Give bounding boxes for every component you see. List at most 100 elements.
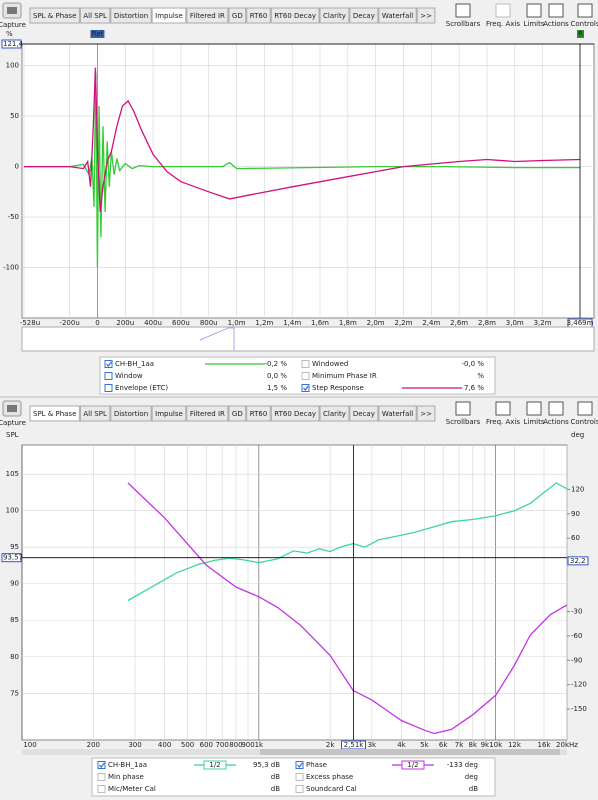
tab[interactable] xyxy=(416,405,436,422)
legend-checkbox[interactable] xyxy=(295,761,304,769)
tool-icon[interactable] xyxy=(548,3,564,18)
legend-checkbox[interactable] xyxy=(301,360,310,368)
scrollbar-thumb[interactable] xyxy=(260,749,560,755)
legend-value: dB xyxy=(271,773,280,781)
tab[interactable] xyxy=(79,7,111,24)
legend-checkbox[interactable] xyxy=(301,372,310,380)
x-tick-label: 8k xyxy=(468,741,477,749)
tab[interactable] xyxy=(228,7,247,24)
plot-area xyxy=(21,444,568,741)
legend-checkbox[interactable] xyxy=(295,785,304,793)
tab[interactable] xyxy=(110,405,152,422)
legend-name: Minimum Phase IR xyxy=(312,372,377,380)
legend-checkbox[interactable] xyxy=(97,785,106,793)
x-tick-label: 3,2m xyxy=(534,319,552,327)
tool-label: Freq. Axis xyxy=(486,20,520,28)
tab[interactable] xyxy=(29,7,80,24)
x-tick-label: 1,6m xyxy=(311,319,329,327)
tool-icon[interactable] xyxy=(455,3,471,18)
legend-checkbox[interactable] xyxy=(104,372,113,380)
legend-smoothing: 1/2 xyxy=(209,761,220,769)
tab[interactable] xyxy=(79,405,111,422)
tab-label: SPL & Phase xyxy=(33,12,76,20)
legend-checkbox[interactable] xyxy=(301,384,310,392)
x-tick-label: 3,0m xyxy=(506,319,524,327)
tab[interactable] xyxy=(349,405,379,422)
x-tick-label: 400u xyxy=(144,319,162,327)
tool-icon[interactable] xyxy=(526,401,542,416)
x-tick-label: 7k xyxy=(455,741,464,749)
tab[interactable] xyxy=(378,405,417,422)
legend-name: Step Response xyxy=(312,384,364,392)
tab[interactable] xyxy=(270,405,320,422)
tab[interactable] xyxy=(186,405,229,422)
tab[interactable] xyxy=(151,405,187,422)
cursor-x-label: 2,51k xyxy=(344,741,365,749)
cursor-x-label: 3,469m xyxy=(567,319,594,327)
tab[interactable] xyxy=(319,7,350,24)
x-tick-label: 5k xyxy=(420,741,429,749)
tab[interactable] xyxy=(246,7,271,24)
tab[interactable] xyxy=(246,405,271,422)
legend-box xyxy=(91,757,496,797)
tab[interactable] xyxy=(228,405,247,422)
tool-icon[interactable] xyxy=(548,401,564,416)
ref-marker-label: Ref xyxy=(92,30,104,38)
tab[interactable] xyxy=(319,405,350,422)
legend-name: CH-BH_1aa xyxy=(115,360,154,368)
tab-label: Distortion xyxy=(114,410,148,418)
tab-label: Waterfall xyxy=(382,12,413,20)
y-tick-label: 80 xyxy=(10,653,19,661)
tool-label: Limits xyxy=(524,20,545,28)
tab[interactable] xyxy=(349,7,379,24)
tab-label: Impulse xyxy=(155,12,183,20)
tab-label: All SPL xyxy=(83,410,107,418)
cursor-y-label: 121,4 xyxy=(3,40,24,48)
y2-tick-label: 60 xyxy=(571,534,580,542)
tool-icon[interactable] xyxy=(577,3,593,18)
x-tick-label: 2,4m xyxy=(422,319,440,327)
tab[interactable] xyxy=(270,7,320,24)
legend-name: Min phase xyxy=(108,773,144,781)
legend-check xyxy=(303,385,309,391)
tool-icon[interactable] xyxy=(577,401,593,416)
legend-checkbox[interactable] xyxy=(104,384,113,392)
tab-label: RT60 Decay xyxy=(274,12,316,20)
tool-icon[interactable] xyxy=(455,401,471,416)
tool-icon[interactable] xyxy=(495,3,511,18)
tool-label: Actions xyxy=(543,20,569,28)
legend-name: Window xyxy=(115,372,143,380)
x-tick-label: 1,8m xyxy=(339,319,357,327)
tab-label: Distortion xyxy=(114,12,148,20)
legend-value: -0,0 % xyxy=(461,360,484,368)
y-tick-label: 50 xyxy=(10,112,19,120)
tab[interactable] xyxy=(416,7,436,24)
y-tick-label: 85 xyxy=(10,616,19,624)
tab[interactable] xyxy=(151,7,187,24)
legend-checkbox[interactable] xyxy=(295,773,304,781)
series-line xyxy=(24,72,580,268)
tab[interactable] xyxy=(378,7,417,24)
x-tick-label: 400 xyxy=(158,741,171,749)
y-tick-label: -100 xyxy=(3,264,19,272)
cursor-marker-label: R xyxy=(578,30,583,38)
legend-check xyxy=(99,762,105,768)
tool-icon[interactable] xyxy=(526,3,542,18)
y2-tick-label: -120 xyxy=(571,681,587,689)
tool-icon[interactable] xyxy=(495,401,511,416)
legend-checkbox[interactable] xyxy=(104,360,113,368)
y2-tick-label: -30 xyxy=(571,607,582,615)
capture-label: Capture xyxy=(0,419,26,427)
y-tick-label: -50 xyxy=(8,213,19,221)
cursor-y2-box xyxy=(567,556,589,566)
capture-icon xyxy=(7,405,17,412)
legend-checkbox[interactable] xyxy=(97,773,106,781)
tab[interactable] xyxy=(186,7,229,24)
x-tick-label: 2,6m xyxy=(450,319,468,327)
capture-label: Capture xyxy=(0,21,26,29)
y2-tick-label: -150 xyxy=(571,705,587,713)
legend-checkbox[interactable] xyxy=(97,761,106,769)
tab[interactable] xyxy=(110,7,152,24)
x-tick-label: 600u xyxy=(172,319,190,327)
tab[interactable] xyxy=(29,405,80,422)
